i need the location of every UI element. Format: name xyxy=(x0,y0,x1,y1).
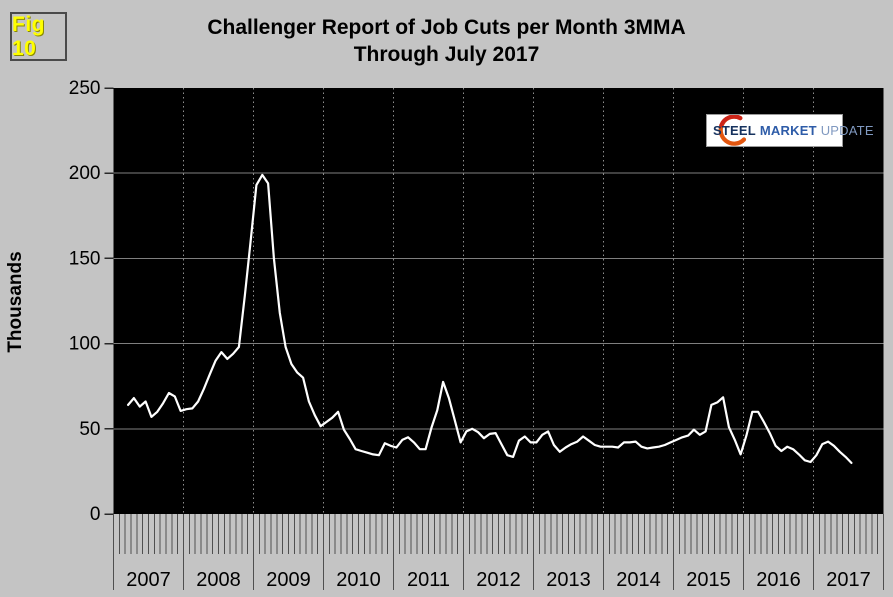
smu-logo-word-market: MARKET xyxy=(759,123,817,138)
chart-title-line2: Through July 2017 xyxy=(353,43,540,66)
y-tick-label-0: 0 xyxy=(90,504,101,525)
smu-logo-word-update: UPDATE xyxy=(820,123,874,138)
x-year-label-2010: 2010 xyxy=(336,569,381,591)
x-year-label-2009: 2009 xyxy=(266,569,311,591)
chart-title-line1: Challenger Report of Job Cuts per Month … xyxy=(207,16,686,39)
smu-logo-text: STEEL MARKET UPDATE xyxy=(713,115,873,146)
y-tick-label-200: 200 xyxy=(69,163,101,184)
plot-background xyxy=(113,88,884,514)
y-tick-label-100: 100 xyxy=(69,334,101,355)
y-tick-label-150: 150 xyxy=(69,248,101,269)
x-year-label-2014: 2014 xyxy=(616,569,661,591)
x-year-label-2012: 2012 xyxy=(476,569,521,591)
x-year-label-2016: 2016 xyxy=(756,569,801,591)
smu-logo: STEEL MARKET UPDATE xyxy=(706,114,873,147)
y-tick-label-250: 250 xyxy=(69,78,101,99)
y-axis-title: Thousands xyxy=(5,251,26,353)
x-year-label-2017: 2017 xyxy=(826,569,871,591)
smu-logo-swoosh-icon xyxy=(718,115,747,146)
smu-logo-word-steel: STEEL xyxy=(713,123,756,138)
x-year-label-2008: 2008 xyxy=(196,569,241,591)
y-tick-label-50: 50 xyxy=(79,419,100,440)
fig-label-badge: Fig 10 xyxy=(10,12,67,61)
x-year-label-2015: 2015 xyxy=(686,569,731,591)
jobcuts-3mma-line xyxy=(127,173,853,464)
x-year-label-2013: 2013 xyxy=(546,569,591,591)
x-year-label-2011: 2011 xyxy=(407,569,450,591)
fig-label: Fig 10 xyxy=(12,12,45,60)
chart-title: Challenger Report of Job Cuts per Month … xyxy=(0,14,893,68)
x-year-label-2007: 2007 xyxy=(126,569,171,591)
